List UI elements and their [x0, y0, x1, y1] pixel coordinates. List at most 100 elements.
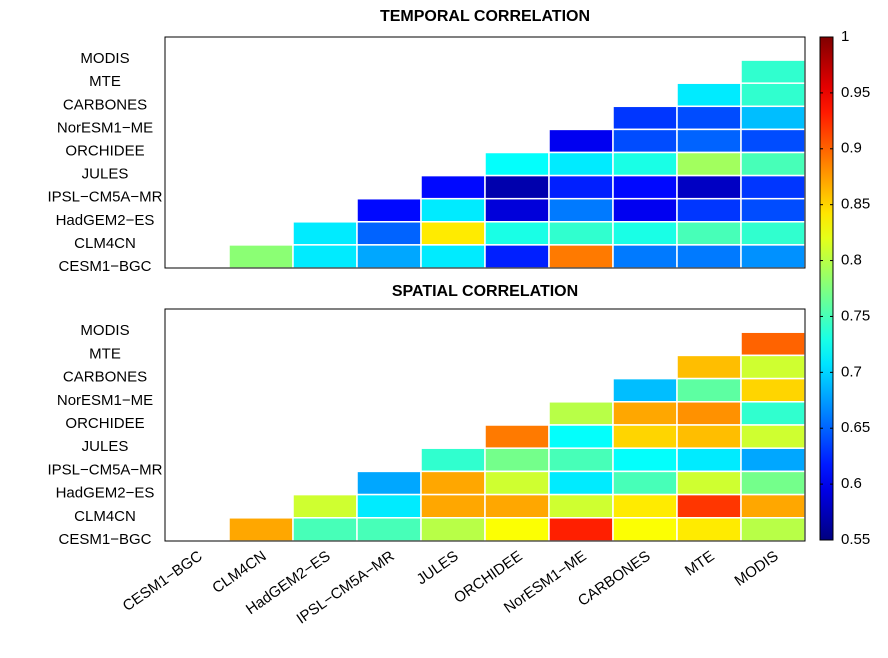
x-tick-label: MODIS [732, 548, 782, 590]
cell [676, 493, 742, 519]
y-tick-label: CLM4CN [74, 235, 136, 252]
cell [676, 517, 742, 542]
axes-box [164, 36, 806, 269]
cell [612, 424, 678, 449]
cell [356, 493, 422, 519]
cell [676, 244, 742, 269]
y-tick-label: JULES [82, 438, 129, 455]
cell [676, 128, 742, 154]
y-tick-label: HadGEM2−ES [56, 212, 155, 229]
cell [612, 174, 678, 200]
cell [292, 221, 358, 246]
cell [740, 517, 806, 542]
y-tick-label: MTE [89, 73, 121, 90]
colorbar-tick-label: 0.85 [841, 196, 870, 213]
cell [420, 517, 486, 542]
cell [740, 174, 806, 200]
cell [356, 244, 422, 269]
colorbar-tick-label: 0.65 [841, 419, 870, 436]
cell [676, 377, 742, 403]
cell [740, 377, 806, 403]
cell [740, 59, 806, 84]
cell [356, 197, 422, 223]
y-tick-label: IPSL−CM5A−MR [47, 189, 162, 206]
cell [484, 221, 550, 246]
y-tick-label: NorESM1−ME [57, 392, 153, 409]
cell [676, 105, 742, 131]
cell [484, 424, 550, 449]
cell [676, 221, 742, 246]
cell [676, 354, 742, 380]
cell [740, 447, 806, 473]
cell [484, 244, 550, 269]
colorbar-tick-label: 1 [841, 28, 849, 45]
cell [292, 493, 358, 519]
cell [612, 244, 678, 269]
cell [228, 244, 294, 269]
cell [548, 517, 614, 542]
cell [292, 244, 358, 269]
cell [740, 244, 806, 269]
cell [484, 151, 550, 177]
cell [740, 128, 806, 154]
x-tick-label: MTE [682, 548, 718, 580]
y-tick-label: CARBONES [63, 96, 147, 113]
cell [676, 470, 742, 496]
cell [740, 401, 806, 426]
cell [612, 377, 678, 403]
cell [676, 197, 742, 223]
cell [676, 401, 742, 426]
cell [676, 174, 742, 200]
cell [612, 517, 678, 542]
cell [612, 105, 678, 131]
y-tick-label: ORCHIDEE [65, 415, 144, 432]
cell [612, 151, 678, 177]
cell [740, 82, 806, 108]
cell [420, 493, 486, 519]
colorbar-tick-label: 0.75 [841, 307, 870, 324]
cell [548, 447, 614, 473]
cell [740, 151, 806, 177]
x-tick-label: CLM4CN [209, 548, 269, 597]
colorbar-tick-label: 0.7 [841, 363, 862, 380]
cell [740, 424, 806, 449]
y-tick-label: HadGEM2−ES [56, 485, 155, 502]
x-tick-label: CESM1−BGC [120, 548, 206, 615]
cell [740, 354, 806, 380]
y-tick-label: IPSL−CM5A−MR [47, 461, 162, 478]
y-tick-label: MTE [89, 345, 121, 362]
cell [612, 447, 678, 473]
cell [676, 447, 742, 473]
colorbar-tick-label: 0.95 [841, 84, 870, 101]
cell [228, 517, 294, 542]
cell [612, 493, 678, 519]
cell [740, 331, 806, 357]
cell [420, 447, 486, 473]
cell [676, 151, 742, 177]
y-tick-label: CESM1−BGC [59, 258, 152, 275]
x-tick-label: CARBONES [575, 548, 654, 610]
cell [420, 221, 486, 246]
colorbar-tick-label: 0.6 [841, 475, 862, 492]
cell [356, 221, 422, 246]
axes-box [164, 308, 806, 542]
cell [740, 221, 806, 246]
cell [676, 82, 742, 108]
cell [484, 517, 550, 542]
cell [484, 174, 550, 200]
cell [612, 197, 678, 223]
cell [612, 470, 678, 496]
y-tick-label: MODIS [80, 322, 129, 339]
chart-title: TEMPORAL CORRELATION [380, 8, 590, 25]
cell [484, 197, 550, 223]
cell [484, 493, 550, 519]
chart-title: SPATIAL CORRELATION [392, 283, 578, 300]
cell [484, 447, 550, 473]
cell [420, 174, 486, 200]
cell [420, 197, 486, 223]
cell [548, 424, 614, 449]
y-tick-label: CARBONES [63, 369, 147, 386]
cell [548, 493, 614, 519]
cell [740, 197, 806, 223]
